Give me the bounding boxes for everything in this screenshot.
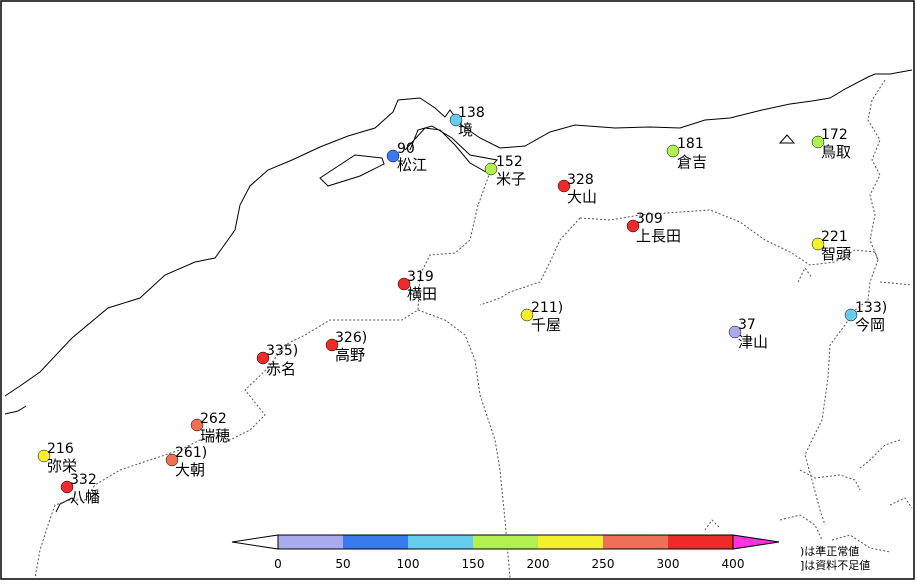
- station-marker: [449, 113, 463, 127]
- station-marker: [728, 325, 742, 339]
- station-value: 152: [496, 154, 523, 170]
- station-oasa: 261) 大朝: [165, 445, 207, 479]
- station-name: 智頭: [821, 245, 851, 263]
- station-yonago: 152 米子: [484, 154, 526, 188]
- station-value: 133): [855, 300, 887, 316]
- legend-notes: )は準正常値 ]は資料不足値: [800, 544, 870, 572]
- station-marker: [60, 480, 74, 494]
- station-marker: [811, 237, 825, 251]
- colorbar: 0 50 100 150 200 250 300 400: [231, 534, 780, 571]
- station-value: 328: [567, 172, 594, 188]
- station-marker: [190, 418, 204, 432]
- station-marker: [557, 179, 571, 193]
- station-akana: 335) 赤名: [256, 343, 298, 378]
- station-name: 津山: [738, 333, 768, 351]
- station-name: 境: [458, 121, 473, 139]
- station-marker: [626, 219, 640, 233]
- station-name: 米子: [496, 170, 526, 188]
- station-marker: [484, 162, 498, 176]
- colorbar-tick: 250: [592, 557, 615, 571]
- colorbar-bin-0: [278, 535, 343, 549]
- station-marker: [256, 351, 270, 365]
- colorbar-tick: 100: [397, 557, 420, 571]
- station-name: 大山: [567, 188, 597, 206]
- station-value: 221: [821, 229, 848, 245]
- station-name: 千屋: [531, 316, 561, 334]
- station-tottori: 172 鳥取: [811, 127, 851, 161]
- station-value: 335): [266, 343, 298, 359]
- station-value: 319: [407, 269, 434, 285]
- station-marker: [844, 308, 858, 322]
- colorbar-tick: 200: [527, 557, 550, 571]
- station-value: 37: [738, 317, 756, 333]
- station-imaoka: 133) 今岡: [844, 300, 887, 334]
- note-insufficient: ]は資料不足値: [800, 558, 870, 572]
- station-matsue: 90 松江: [386, 141, 427, 174]
- station-tsuyama: 37 津山: [728, 317, 768, 351]
- station-name: 倉吉: [677, 153, 707, 171]
- station-marker: [325, 338, 339, 352]
- colorbar-bin-6: [668, 535, 733, 549]
- station-value: 309: [636, 211, 663, 227]
- colorbar-tick: 0: [274, 557, 282, 571]
- station-yasaka: 216 弥栄: [37, 441, 77, 475]
- colorbar-tick: 50: [335, 557, 350, 571]
- station-name: 松江: [397, 156, 427, 174]
- station-sakai: 138 境: [449, 105, 485, 139]
- station-value: 181: [677, 136, 704, 152]
- station-name: 瑞穂: [200, 427, 230, 445]
- station-kurayoshi: 181 倉吉: [666, 136, 707, 171]
- station-name: 大朝: [175, 461, 205, 479]
- station-daisen: 328 大山: [557, 172, 597, 206]
- station-name: 赤名: [266, 360, 296, 378]
- station-kaminagata: 309 上長田: [626, 211, 681, 245]
- colorbar-bin-1: [343, 535, 408, 549]
- colorbar-tick: 150: [462, 557, 485, 571]
- colorbar-bin-3: [473, 535, 538, 549]
- station-value: 90: [397, 141, 415, 157]
- station-chiya: 211) 千屋: [520, 300, 563, 334]
- station-marker: [165, 453, 179, 467]
- station-name: 弥栄: [47, 457, 77, 475]
- station-value: 262: [200, 411, 227, 427]
- station-name: 高野: [335, 346, 365, 364]
- station-value: 216: [47, 441, 74, 457]
- station-value: 332: [70, 472, 97, 488]
- station-value: 326): [335, 330, 367, 346]
- station-value: 138: [458, 105, 485, 121]
- colorbar-tick: 300: [657, 557, 680, 571]
- station-marker: [520, 308, 534, 322]
- station-layer: 138 境 90 松江 152 米子 328 大山 181 倉吉 172 鳥取: [37, 105, 887, 506]
- station-marker: [397, 277, 411, 291]
- station-name: 今岡: [855, 316, 885, 334]
- station-name: 八幡: [70, 488, 100, 506]
- station-marker: [37, 449, 51, 463]
- station-mizuho: 262 瑞穂: [190, 411, 230, 445]
- station-takano: 326) 高野: [325, 330, 367, 364]
- colorbar-bin-5: [603, 535, 668, 549]
- prefecture-boundaries: [34, 79, 913, 579]
- station-value: 172: [821, 127, 848, 143]
- station-yawata: 332 八幡: [60, 472, 100, 506]
- station-marker: [811, 135, 825, 149]
- station-chizu: 221 智頭: [811, 229, 851, 263]
- station-marker: [666, 144, 680, 158]
- colorbar-outline: [277, 534, 734, 550]
- colorbar-bin-4: [538, 535, 603, 549]
- colorbar-tick: 400: [722, 557, 745, 571]
- colorbar-bin-2: [408, 535, 473, 549]
- station-marker: [386, 149, 400, 163]
- note-quasi-normal: )は準正常値: [800, 544, 859, 558]
- station-name: 上長田: [636, 227, 681, 245]
- station-name: 鳥取: [821, 143, 851, 161]
- station-value: 261): [175, 445, 207, 461]
- station-yokota: 319 横田: [397, 269, 437, 303]
- station-value: 211): [531, 300, 563, 316]
- station-name: 横田: [407, 285, 437, 303]
